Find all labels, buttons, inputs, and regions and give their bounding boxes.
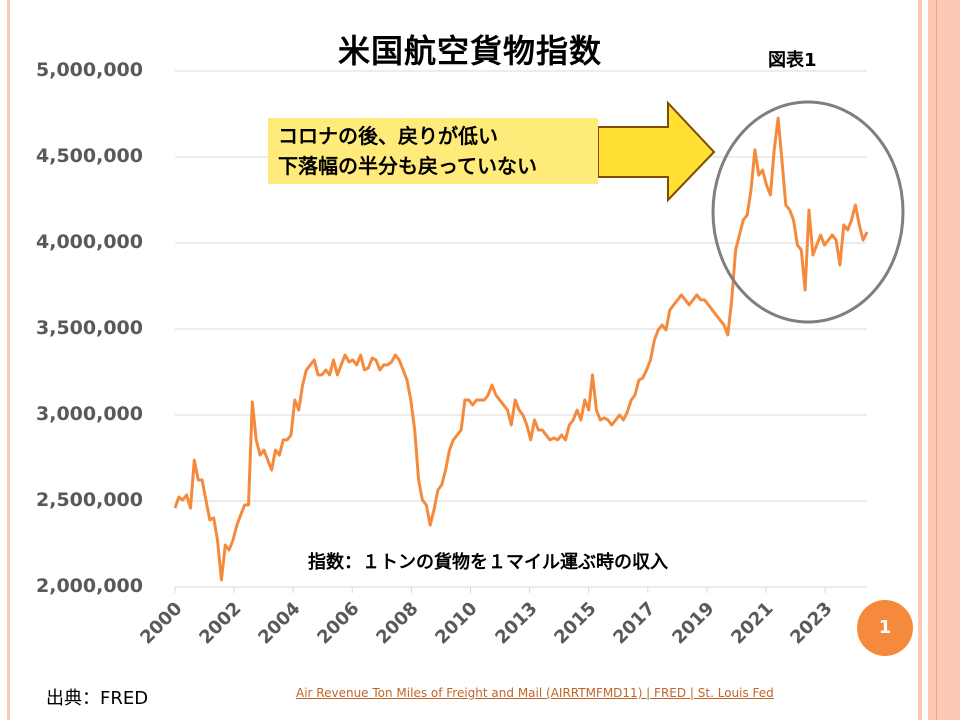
y-tick-label: 2,000,000 — [36, 575, 143, 597]
left-border-line — [7, 0, 10, 720]
y-tick-label: 2,500,000 — [36, 489, 143, 511]
page-number-badge: 1 — [857, 600, 913, 656]
y-tick-label: 3,500,000 — [36, 317, 143, 339]
source-link[interactable]: Air Revenue Ton Miles of Freight and Mai… — [296, 686, 774, 700]
callout-line-1: コロナの後、戻りが低い — [278, 124, 498, 148]
right-decoration-line — [936, 0, 937, 720]
page-title: 米国航空貨物指数 — [337, 32, 602, 70]
right-decoration-bar — [918, 0, 922, 720]
y-tick-label: 3,000,000 — [36, 403, 143, 425]
arrow-icon — [597, 100, 716, 203]
callout-line-2: 下落幅の半分も戻っていない — [278, 154, 537, 178]
y-tick-label: 4,000,000 — [36, 231, 143, 253]
figure-label: 図表1 — [768, 50, 817, 71]
y-tick-label: 5,000,000 — [36, 59, 143, 81]
callout-box: コロナの後、戻りが低い 下落幅の半分も戻っていない — [268, 118, 598, 184]
source-label: 出典：FRED — [46, 688, 149, 709]
series-line — [173, 116, 869, 582]
right-decoration-band — [928, 0, 960, 720]
y-tick-label: 4,500,000 — [36, 145, 143, 167]
index-note: 指数：１トンの貨物を１マイル運ぶ時の収入 — [308, 552, 668, 573]
highlight-ellipse — [711, 100, 905, 324]
